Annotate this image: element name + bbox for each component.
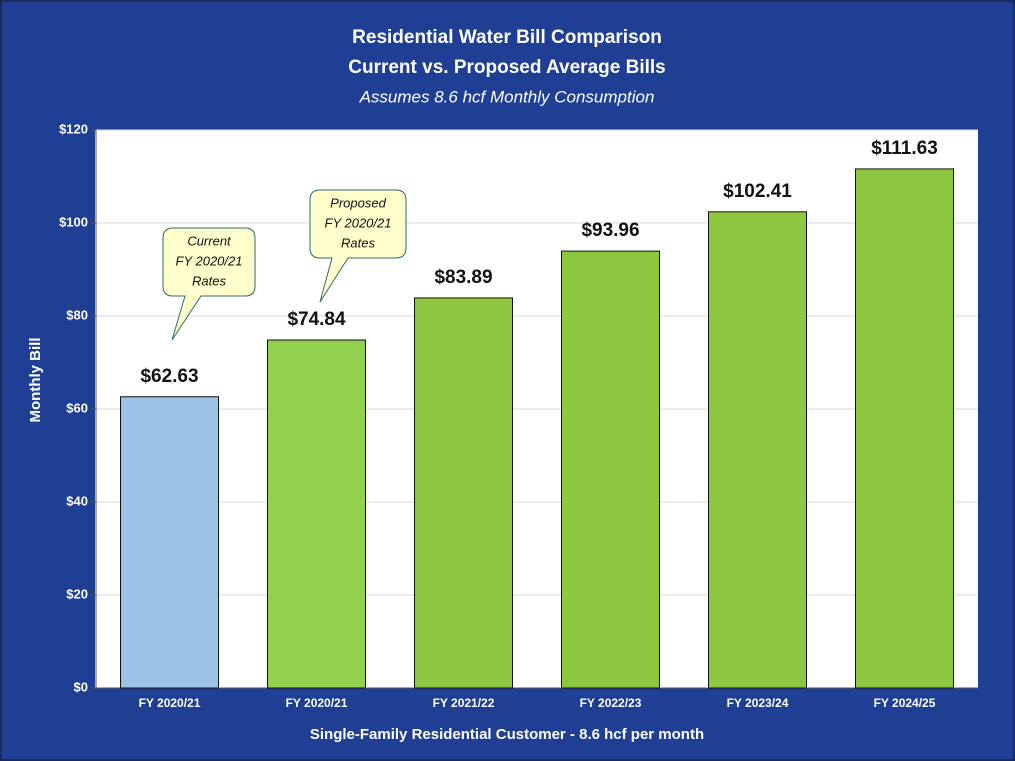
- x-tick-label: FY 2020/21: [139, 696, 201, 710]
- chart-subtitle: Current vs. Proposed Average Bills: [348, 57, 665, 78]
- annotation: Current: [187, 233, 232, 248]
- annotation: Rates: [341, 235, 375, 250]
- chart-title: Residential Water Bill Comparison: [352, 27, 662, 48]
- bar: [708, 211, 807, 689]
- y-tick-label: $0: [74, 679, 88, 694]
- data-label: $74.84: [287, 309, 346, 330]
- data-label: $83.89: [434, 267, 492, 288]
- y-tick-label: $80: [66, 307, 88, 322]
- y-tick-label: $120: [59, 121, 88, 136]
- annotation: FY 2020/21: [176, 253, 243, 268]
- x-tick-label: FY 2022/23: [580, 696, 642, 710]
- y-axis-label: Monthly Bill: [27, 338, 44, 423]
- annotation: FY 2020/21: [325, 215, 392, 230]
- callout: [309, 189, 407, 303]
- bar: [855, 168, 954, 689]
- y-tick-label: $100: [59, 214, 88, 229]
- x-axis-label: Single-Family Residential Customer - 8.6…: [310, 726, 704, 743]
- chart-subtitle: Assumes 8.6 hcf Monthly Consumption: [359, 87, 655, 106]
- annotation: Rates: [192, 273, 226, 288]
- x-tick-label: FY 2024/25: [874, 696, 936, 710]
- data-label: $62.63: [140, 366, 198, 387]
- data-label: $102.41: [723, 181, 792, 202]
- x-tick-label: FY 2021/22: [433, 696, 495, 710]
- data-label: $111.63: [871, 138, 938, 159]
- callout: [162, 227, 256, 341]
- bar: [561, 250, 660, 689]
- annotation: Proposed: [330, 195, 386, 210]
- x-tick-label: FY 2020/21: [286, 696, 348, 710]
- y-tick-label: $60: [66, 400, 88, 415]
- bar: [120, 396, 219, 689]
- data-label: $93.96: [581, 220, 639, 241]
- y-tick-label: $40: [66, 493, 88, 508]
- y-tick-label: $20: [66, 586, 88, 601]
- x-tick-label: FY 2023/24: [727, 696, 789, 710]
- bar: [414, 297, 513, 689]
- bar: [267, 339, 366, 689]
